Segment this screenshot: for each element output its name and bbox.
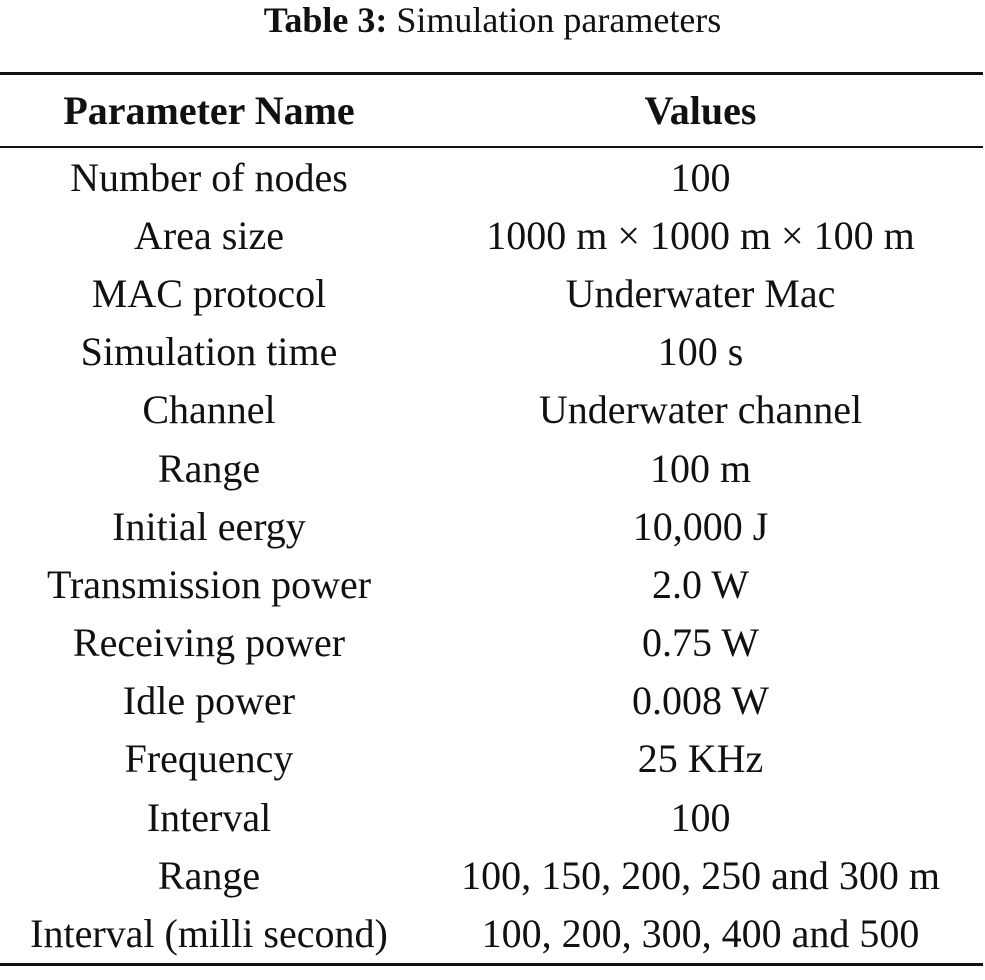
parameter-name-cell: Range bbox=[157, 852, 261, 898]
parameter-name-cell: Transmission power bbox=[46, 561, 372, 607]
parameter-value-cell: 100, 150, 200, 250 and 300 m bbox=[461, 852, 940, 898]
parameter-name-cell: Idle power bbox=[122, 678, 296, 724]
table-row: Frequency 25 KHz bbox=[0, 730, 983, 788]
table-row: Transmission power 2.0 W bbox=[0, 555, 983, 613]
parameter-value-cell: 0.75 W bbox=[641, 620, 760, 666]
table-row: Simulation time 100 s bbox=[0, 323, 983, 381]
table-row: Initial eergy 10,000 J bbox=[0, 497, 983, 555]
table-header-row: Parameter Name Values bbox=[0, 73, 983, 147]
parameter-name-cell: Channel bbox=[142, 387, 276, 433]
parameter-name-cell: Area size bbox=[134, 212, 284, 258]
parameter-name-cell: Interval bbox=[146, 794, 272, 840]
table-row: Interval (milli second) 100, 200, 300, 40… bbox=[0, 904, 983, 964]
parameter-value-cell: 0.008 W bbox=[631, 678, 770, 724]
parameter-name-cell: Frequency bbox=[124, 736, 294, 782]
parameter-name-cell: Number of nodes bbox=[70, 154, 348, 200]
table-row: MAC protocol Underwater Mac bbox=[0, 264, 983, 322]
parameter-value-cell: 1000 m × 1000 m × 100 m bbox=[486, 212, 915, 258]
table-row: Range 100, 150, 200, 250 and 300 m bbox=[0, 846, 983, 904]
table-caption: Table 3: Simulation parameters bbox=[0, 0, 985, 44]
table-row: Range 100 m bbox=[0, 439, 983, 497]
table-caption-text: Simulation parameters bbox=[396, 0, 722, 40]
table-row: Number of nodes 100 bbox=[0, 147, 983, 206]
parameter-value-cell: 25 KHz bbox=[637, 736, 764, 782]
parameter-value-cell: Underwater channel bbox=[538, 387, 863, 433]
parameter-name-cell: Initial eergy bbox=[112, 503, 306, 549]
parameter-name-cell: Receiving power bbox=[72, 620, 346, 666]
column-header-parameter-name: Parameter Name bbox=[63, 88, 355, 133]
table-caption-label: Table 3: bbox=[263, 0, 388, 40]
table-row: Idle power 0.008 W bbox=[0, 672, 983, 730]
table-row: Interval 100 bbox=[0, 788, 983, 846]
parameter-value-cell: Underwater Mac bbox=[565, 270, 836, 316]
table-body: Number of nodes 100 Area size 1000 m × 1000… bbox=[0, 147, 983, 965]
parameter-name-cell: Simulation time bbox=[80, 329, 338, 375]
parameters-table: Parameter Name Values Number of nodes 100… bbox=[0, 72, 983, 966]
table-row: Area size 1000 m × 1000 m × 100 m bbox=[0, 206, 983, 264]
parameter-value-cell: 100 m bbox=[649, 445, 752, 491]
parameter-value-cell: 10,000 J bbox=[632, 503, 769, 549]
parameter-value-cell: 2.0 W bbox=[651, 561, 750, 607]
parameter-value-cell: 100 s bbox=[657, 329, 744, 375]
table-row: Receiving power 0.75 W bbox=[0, 614, 983, 672]
parameter-name-cell: MAC protocol bbox=[91, 270, 327, 316]
column-header-values: Values bbox=[644, 88, 757, 133]
parameter-value-cell: 100 bbox=[670, 794, 731, 840]
table-row: Channel Underwater channel bbox=[0, 381, 983, 439]
parameter-value-cell: 100 bbox=[670, 154, 731, 200]
parameter-name-cell: Interval (milli second) bbox=[30, 911, 388, 957]
parameter-name-cell: Range bbox=[157, 445, 261, 491]
parameter-value-cell: 100, 200, 300, 400 and 500 bbox=[481, 911, 920, 957]
